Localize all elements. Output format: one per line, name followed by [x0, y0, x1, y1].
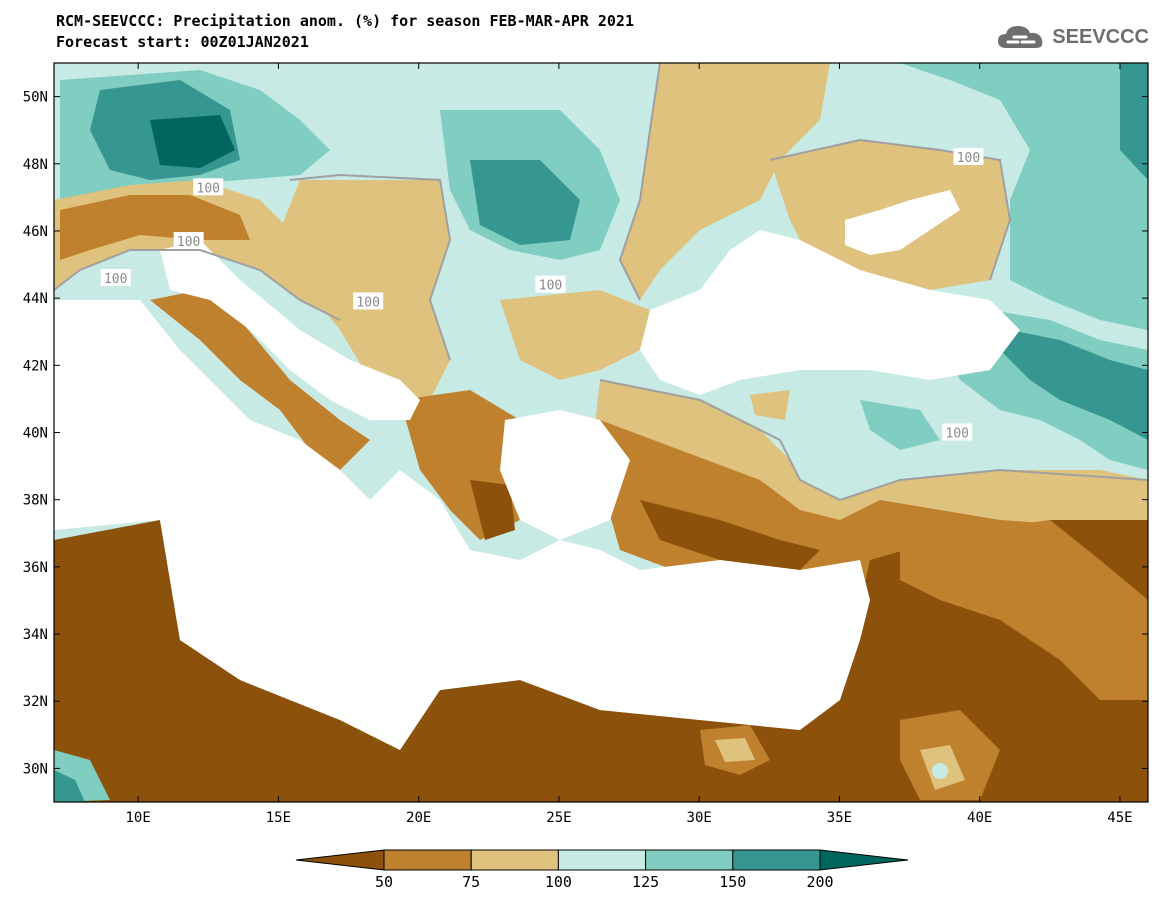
contour-label: 100 [104, 272, 127, 287]
colorbar-label: 75 [462, 873, 480, 891]
y-tick-label: 46N [23, 224, 48, 240]
contour-label-box [173, 232, 204, 250]
very-wet-corner-tunisia [54, 770, 85, 802]
contour-label: 100 [539, 279, 562, 294]
y-axis-ticks: 50N 48N 46N 44N 42N 40N 38N 36N 34N 32N 30N [23, 90, 1148, 777]
y-tick-label: 44N [23, 291, 48, 307]
contour-label: 100 [356, 295, 379, 310]
dry-patch-anatolia [750, 390, 790, 420]
x-tick-label: 35E [827, 810, 852, 826]
colorbar-label: 100 [545, 873, 572, 891]
contour-labels: 100 100 100 100 100 100 100 [100, 148, 984, 442]
slightly-dry-patch-egypt [715, 738, 755, 762]
mediterranean-sea [54, 300, 870, 750]
x-tick-label: 25E [546, 810, 571, 826]
colorbar-label: 150 [719, 873, 746, 891]
contour-label-box [535, 275, 566, 293]
dry-region-bulgaria [500, 290, 650, 380]
map-field [54, 63, 1148, 802]
contour-ukraine [618, 63, 661, 301]
seevccc-logo: SEEVCCC [996, 22, 1149, 52]
wet-spot-jordan [932, 763, 948, 779]
colorbar-label: 125 [632, 873, 659, 891]
colorbar-swatch [645, 849, 734, 871]
y-tick-label: 50N [23, 90, 48, 106]
aegean-sea [500, 410, 630, 540]
contour-label-box [193, 178, 224, 196]
y-tick-label: 34N [23, 627, 48, 643]
dry-region-italy [150, 290, 370, 470]
x-tick-label: 20E [406, 810, 431, 826]
very-wet-region-carpathians [470, 160, 580, 245]
colorbar-legend: 50 75 100 125 150 200 [295, 849, 909, 891]
chart-subtitle: Forecast start: 00Z01JAN2021 [56, 33, 309, 51]
y-tick-label: 48N [23, 157, 48, 173]
y-tick-label: 42N [23, 358, 48, 374]
y-tick-label: 36N [23, 560, 48, 576]
contour-label: 100 [177, 235, 200, 250]
x-tick-label: 10E [126, 810, 151, 826]
x-tick-label: 15E [266, 810, 291, 826]
colorbar-label: 200 [806, 873, 833, 891]
y-tick-label: 38N [23, 493, 48, 509]
chart-title: RCM-SEEVCCC: Precipitation anom. (%) for… [56, 12, 634, 30]
colorbar-label: 50 [375, 873, 393, 891]
contour-label-box [100, 268, 131, 286]
x-tick-label: 40E [967, 810, 992, 826]
cloud-logo-icon [998, 26, 1043, 48]
drier-region-alps [60, 195, 250, 260]
y-tick-label: 32N [23, 694, 48, 710]
wet-region-northeast [900, 63, 1148, 330]
colorbar-swatch [557, 849, 647, 871]
x-tick-label: 45E [1107, 810, 1132, 826]
colorbar-high-extension [819, 849, 909, 871]
adriatic-sea [160, 240, 420, 420]
contour-label: 100 [197, 181, 220, 196]
contour-label-box [942, 423, 973, 441]
contour-label-box [953, 148, 984, 166]
logo-text: SEEVCCC [1052, 25, 1149, 48]
contour-alps [54, 249, 341, 321]
wet-patch-anatolia [860, 400, 940, 450]
x-axis-ticks: 10E 15E 20E 25E 30E 35E 40E 45E [126, 63, 1133, 826]
dry-region-syria [900, 520, 1148, 700]
contour-label: 100 [957, 151, 980, 166]
colorbar-low-extension [295, 849, 385, 871]
sea-of-azov [845, 190, 960, 255]
dry-region-ukraine [620, 63, 830, 300]
very-dry-region-peloponnese [470, 480, 515, 540]
y-tick-label: 40N [23, 426, 48, 442]
y-tick-label: 30N [23, 761, 48, 777]
x-tick-label: 30E [687, 810, 712, 826]
contour-balkans [289, 173, 452, 361]
black-sea [640, 230, 1020, 395]
colorbar-swatch [732, 849, 821, 871]
very-wet-region-caucasus [1000, 330, 1148, 440]
colorbar-swatch [470, 849, 559, 871]
very-wet-region-northeast [1120, 63, 1148, 180]
colorbar-swatch [383, 849, 472, 871]
contour-label-box [353, 292, 384, 310]
very-dry-region-south-turkey [640, 500, 820, 570]
very-dry-region-north-africa [54, 520, 1148, 802]
contour-turkey [599, 379, 1148, 502]
contour-label: 100 [946, 427, 969, 442]
extreme-wet-region-germany [150, 115, 235, 168]
